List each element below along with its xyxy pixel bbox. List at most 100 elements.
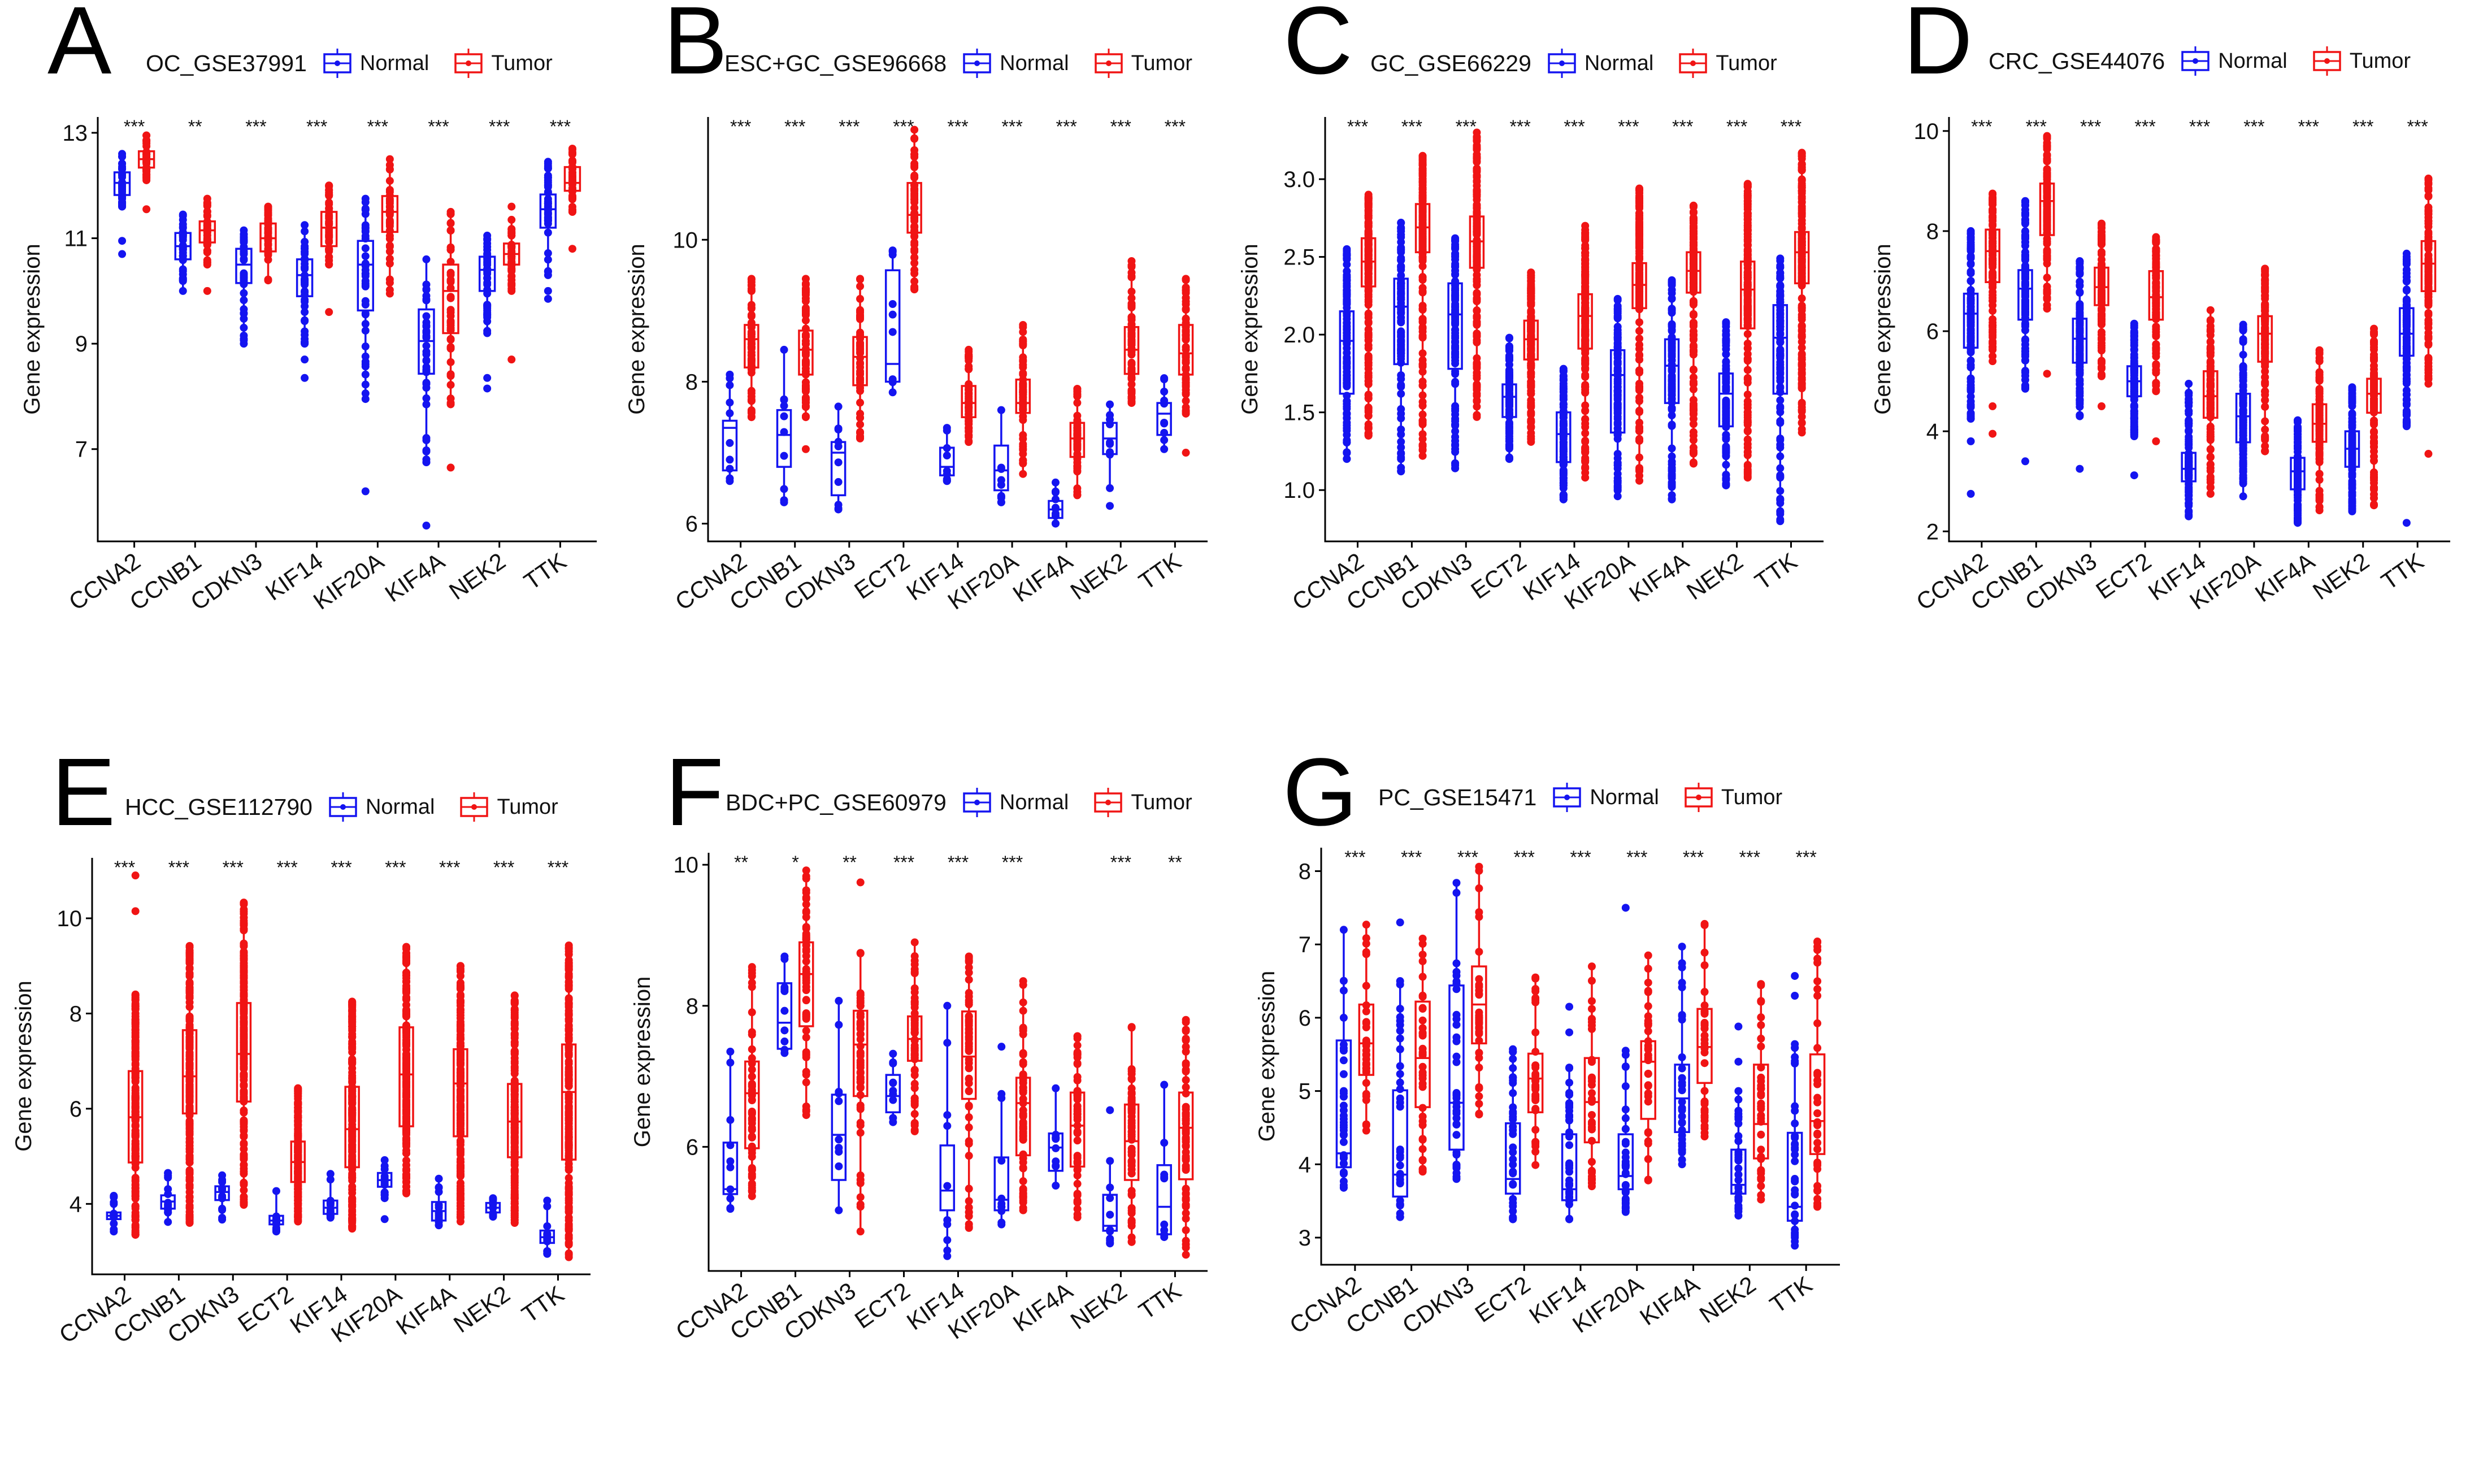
data-point — [1127, 332, 1136, 341]
data-point — [1798, 294, 1806, 303]
data-point — [1743, 461, 1752, 469]
data-point — [1635, 270, 1644, 279]
data-point — [1527, 372, 1535, 381]
data-point — [801, 297, 810, 306]
data-point — [910, 232, 919, 240]
data-point — [446, 246, 455, 254]
data-point — [1635, 327, 1644, 335]
data-point — [2043, 301, 2051, 309]
data-point — [1613, 349, 1622, 358]
data-point — [1106, 484, 1114, 492]
data-point — [1418, 349, 1427, 358]
significance-label: *** — [124, 116, 145, 137]
data-point — [1073, 466, 1082, 475]
data-point — [1397, 410, 1405, 418]
data-point — [179, 267, 187, 275]
data-point — [446, 312, 455, 320]
data-point — [1473, 289, 1481, 297]
data-point — [726, 381, 734, 389]
data-point — [544, 294, 552, 303]
data-point — [1397, 467, 1405, 475]
data-point — [1798, 269, 1806, 277]
data-point — [2021, 262, 2029, 270]
data-point — [1527, 299, 1535, 307]
data-point — [507, 202, 516, 211]
data-point — [1776, 350, 1785, 358]
significance-label: *** — [1564, 116, 1585, 137]
data-point — [1668, 405, 1676, 414]
data-point — [2043, 168, 2051, 177]
data-point — [325, 198, 333, 207]
significance-label: *** — [1509, 116, 1530, 137]
data-point — [1343, 290, 1351, 298]
data-point — [1967, 277, 1975, 285]
data-point — [118, 159, 127, 168]
data-point — [1505, 371, 1513, 379]
data-point — [544, 183, 552, 191]
data-point — [1668, 383, 1676, 391]
data-point — [1581, 436, 1590, 445]
data-point — [856, 294, 865, 303]
data-point — [1397, 309, 1405, 318]
data-point — [1473, 281, 1481, 289]
data-point — [1160, 375, 1169, 384]
data-point — [747, 305, 756, 313]
normal-box-ccna2 — [113, 150, 131, 258]
data-point — [240, 296, 248, 305]
data-point — [1743, 374, 1752, 382]
normal-box-cdkn3 — [830, 402, 847, 514]
data-point — [422, 394, 431, 402]
data-point — [1689, 428, 1698, 436]
data-point — [997, 406, 1005, 414]
data-point — [1019, 440, 1027, 448]
data-point — [1967, 325, 1975, 333]
data-point — [1798, 176, 1806, 185]
data-point — [446, 219, 455, 228]
data-point — [1581, 346, 1590, 355]
data-point — [1019, 388, 1027, 396]
data-point — [2076, 344, 2084, 352]
data-point — [1776, 281, 1785, 290]
data-point — [142, 142, 151, 150]
data-point — [1967, 356, 1975, 365]
data-point — [361, 342, 370, 351]
data-point — [179, 274, 187, 283]
data-point — [1051, 510, 1060, 518]
data-point — [1473, 360, 1481, 368]
data-point — [1635, 263, 1644, 272]
data-point — [1776, 403, 1785, 412]
data-point — [2043, 274, 2051, 282]
data-point — [1689, 273, 1698, 281]
data-point — [483, 258, 492, 266]
data-point — [1613, 323, 1622, 331]
data-point — [1182, 389, 1190, 397]
data-point — [1967, 403, 1975, 411]
normal-box-kif4a — [1048, 478, 1063, 528]
data-point — [1989, 190, 1997, 199]
data-point — [1743, 344, 1752, 353]
data-point — [1559, 400, 1568, 408]
data-point — [1473, 201, 1481, 209]
data-point — [801, 324, 810, 333]
data-point — [1668, 309, 1676, 317]
data-point — [1776, 298, 1785, 306]
data-point — [422, 357, 431, 365]
data-point — [2021, 219, 2029, 228]
data-point — [1527, 284, 1535, 293]
data-point — [747, 287, 756, 295]
data-point — [203, 202, 211, 210]
data-point — [1106, 438, 1114, 446]
data-point — [1635, 436, 1644, 445]
data-point — [1343, 362, 1351, 371]
data-point — [483, 235, 492, 243]
significance-label: *** — [1672, 116, 1693, 137]
data-point — [1743, 440, 1752, 449]
data-point — [264, 275, 272, 284]
data-point — [1722, 461, 1730, 469]
data-point — [1397, 318, 1405, 327]
data-point — [325, 205, 333, 213]
data-point — [1127, 394, 1136, 402]
data-point — [1581, 249, 1590, 257]
data-point — [910, 134, 919, 143]
